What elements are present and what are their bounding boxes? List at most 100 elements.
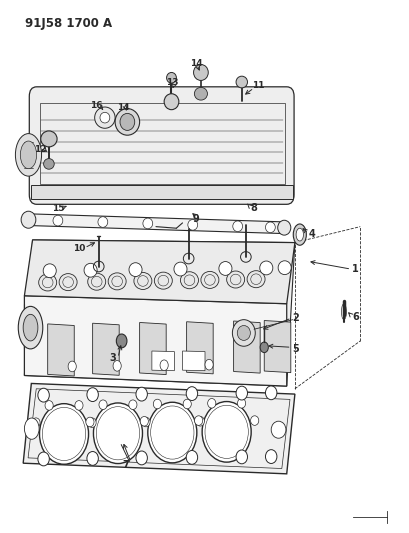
Text: 1: 1 xyxy=(351,264,358,274)
Ellipse shape xyxy=(194,416,202,425)
Ellipse shape xyxy=(128,400,137,409)
Ellipse shape xyxy=(21,211,36,228)
Text: 11: 11 xyxy=(251,81,264,90)
Ellipse shape xyxy=(18,306,43,349)
Ellipse shape xyxy=(292,224,306,245)
Polygon shape xyxy=(31,185,292,199)
Ellipse shape xyxy=(116,334,127,348)
Ellipse shape xyxy=(38,452,49,466)
Text: 6: 6 xyxy=(351,312,358,322)
Polygon shape xyxy=(24,240,294,304)
Ellipse shape xyxy=(115,109,139,135)
Ellipse shape xyxy=(187,220,197,230)
Ellipse shape xyxy=(295,228,303,241)
Text: 4: 4 xyxy=(308,229,315,239)
Ellipse shape xyxy=(88,418,96,427)
Text: 8: 8 xyxy=(250,203,257,213)
Ellipse shape xyxy=(38,388,49,402)
Ellipse shape xyxy=(85,417,94,427)
Ellipse shape xyxy=(45,401,53,410)
Ellipse shape xyxy=(32,418,40,427)
Ellipse shape xyxy=(43,264,56,278)
Text: 14: 14 xyxy=(117,102,129,111)
Ellipse shape xyxy=(120,114,135,131)
Ellipse shape xyxy=(207,399,215,408)
Ellipse shape xyxy=(87,387,98,401)
Polygon shape xyxy=(47,324,74,376)
Ellipse shape xyxy=(237,399,245,408)
Ellipse shape xyxy=(98,217,108,228)
Ellipse shape xyxy=(100,112,110,123)
Text: 10: 10 xyxy=(73,245,85,254)
Ellipse shape xyxy=(237,326,250,341)
Ellipse shape xyxy=(270,421,285,438)
Ellipse shape xyxy=(166,72,176,83)
Ellipse shape xyxy=(236,450,247,464)
Ellipse shape xyxy=(173,262,187,276)
Text: 16: 16 xyxy=(90,101,103,110)
Ellipse shape xyxy=(259,261,272,275)
Text: 13: 13 xyxy=(166,77,178,86)
Ellipse shape xyxy=(194,87,207,100)
Ellipse shape xyxy=(68,361,76,372)
Ellipse shape xyxy=(236,76,247,88)
Ellipse shape xyxy=(59,273,77,290)
Ellipse shape xyxy=(108,273,126,290)
Ellipse shape xyxy=(24,418,39,439)
Ellipse shape xyxy=(160,360,168,370)
Text: 2: 2 xyxy=(292,313,298,323)
Polygon shape xyxy=(24,296,286,386)
Ellipse shape xyxy=(186,387,197,400)
Text: 15: 15 xyxy=(52,204,65,213)
Text: 3: 3 xyxy=(110,353,116,363)
Ellipse shape xyxy=(84,263,97,277)
Polygon shape xyxy=(264,320,290,373)
Ellipse shape xyxy=(143,218,152,229)
Ellipse shape xyxy=(226,271,244,288)
Ellipse shape xyxy=(136,451,147,465)
Ellipse shape xyxy=(20,141,36,168)
Ellipse shape xyxy=(236,386,247,400)
Ellipse shape xyxy=(265,222,274,232)
Ellipse shape xyxy=(277,261,290,274)
Ellipse shape xyxy=(164,94,178,110)
Text: 5: 5 xyxy=(292,344,298,354)
Ellipse shape xyxy=(154,272,172,289)
Polygon shape xyxy=(151,351,174,370)
Ellipse shape xyxy=(196,416,204,426)
Ellipse shape xyxy=(250,416,258,425)
Ellipse shape xyxy=(93,403,142,464)
Ellipse shape xyxy=(129,263,142,277)
Ellipse shape xyxy=(140,416,148,426)
FancyBboxPatch shape xyxy=(29,87,293,204)
Polygon shape xyxy=(182,351,204,370)
Ellipse shape xyxy=(136,387,147,401)
Polygon shape xyxy=(92,323,119,375)
Text: 12: 12 xyxy=(34,145,47,154)
Ellipse shape xyxy=(142,417,150,427)
Polygon shape xyxy=(24,240,294,386)
Ellipse shape xyxy=(38,274,56,291)
Ellipse shape xyxy=(153,399,161,409)
Ellipse shape xyxy=(113,360,121,371)
Ellipse shape xyxy=(277,220,290,235)
Text: 14: 14 xyxy=(190,59,202,68)
Ellipse shape xyxy=(147,402,196,463)
Ellipse shape xyxy=(39,403,88,464)
Ellipse shape xyxy=(99,400,107,409)
Ellipse shape xyxy=(193,64,208,80)
Ellipse shape xyxy=(43,159,54,169)
Ellipse shape xyxy=(53,215,63,226)
Ellipse shape xyxy=(247,271,265,288)
Polygon shape xyxy=(186,322,213,374)
Ellipse shape xyxy=(87,451,98,465)
Ellipse shape xyxy=(75,401,83,410)
Ellipse shape xyxy=(204,359,213,370)
Polygon shape xyxy=(36,96,286,195)
Ellipse shape xyxy=(232,320,255,346)
Ellipse shape xyxy=(134,272,151,289)
Polygon shape xyxy=(139,322,166,375)
Ellipse shape xyxy=(186,450,197,464)
Ellipse shape xyxy=(265,386,276,400)
Ellipse shape xyxy=(94,107,115,128)
